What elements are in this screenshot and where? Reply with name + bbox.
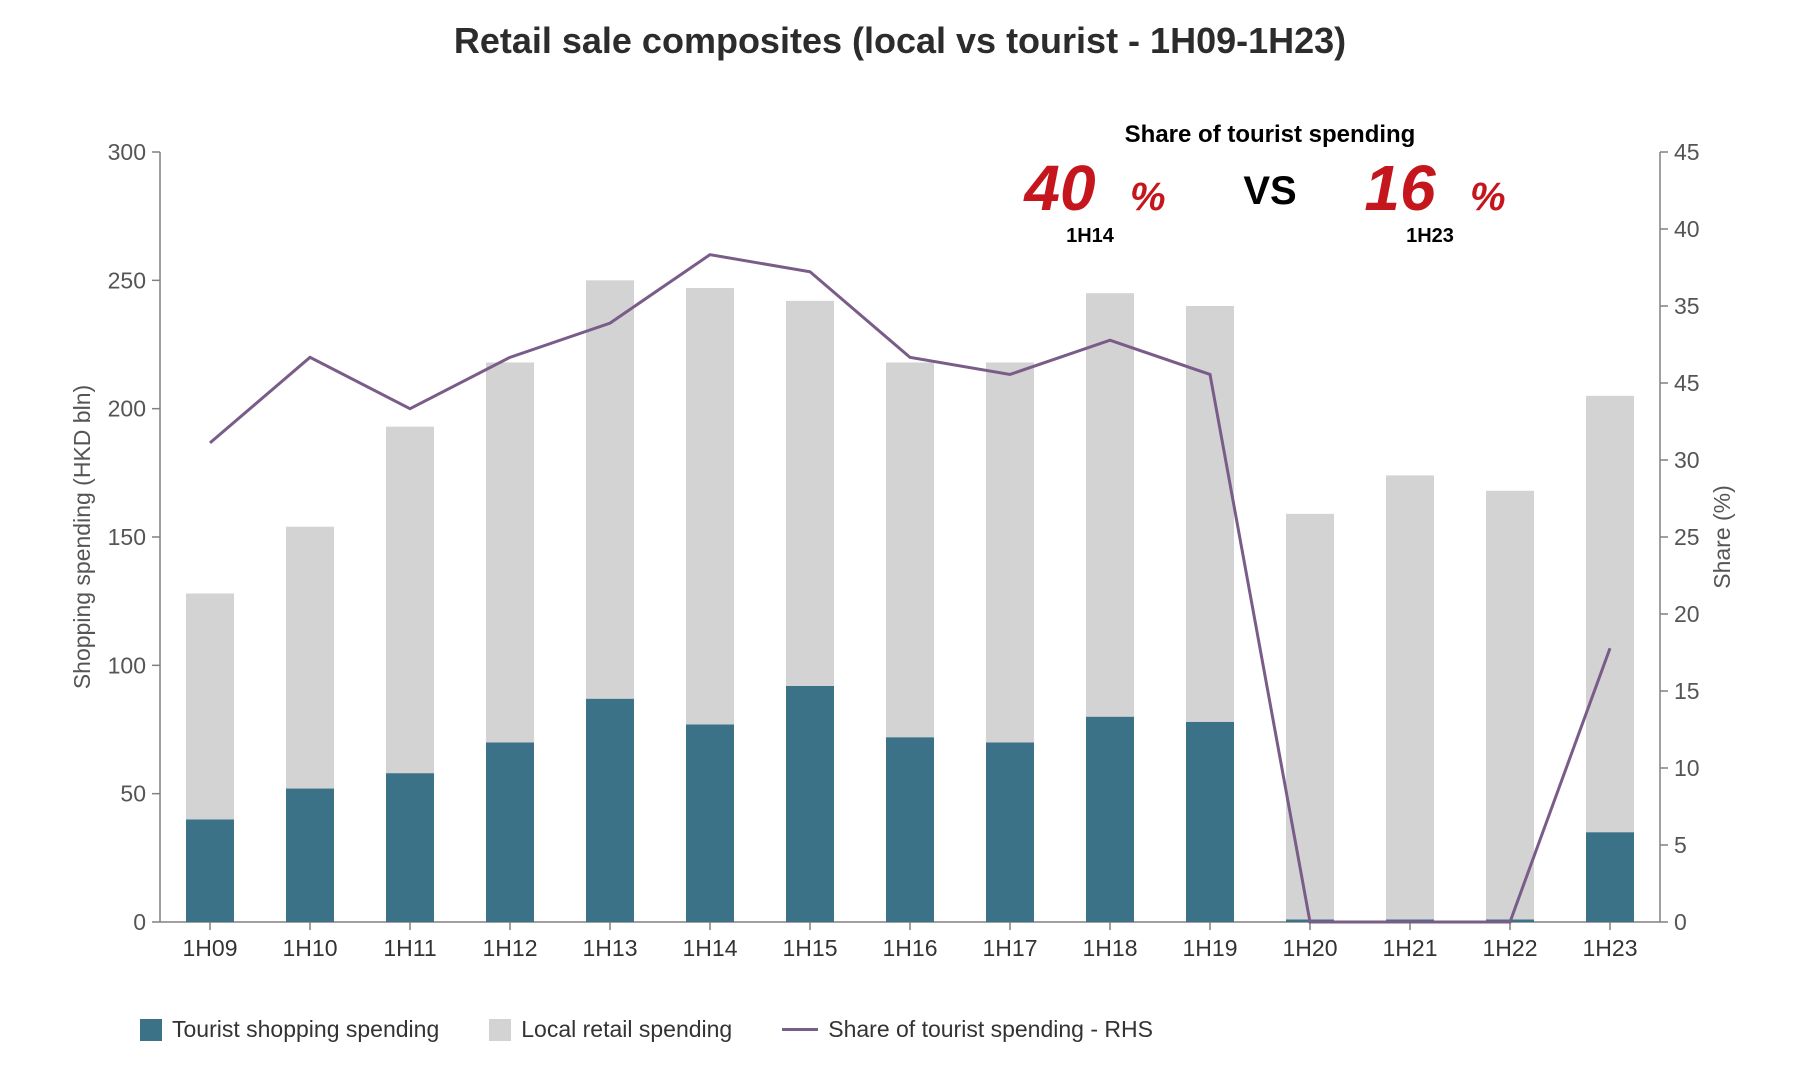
svg-text:1H10: 1H10 bbox=[283, 935, 338, 961]
svg-text:45: 45 bbox=[1674, 370, 1700, 396]
chart-title: Retail sale composites (local vs tourist… bbox=[40, 20, 1760, 62]
svg-text:1H22: 1H22 bbox=[1483, 935, 1538, 961]
svg-text:Shopping spending (HKD bln): Shopping spending (HKD bln) bbox=[69, 385, 95, 689]
svg-text:40: 40 bbox=[1674, 216, 1700, 242]
legend-label-share: Share of tourist spending - RHS bbox=[828, 1016, 1153, 1043]
svg-text:1H13: 1H13 bbox=[583, 935, 638, 961]
chart-plot-area: 0 50 100 150 200 250 300 0 5 10 15 20 25 30 45 35 40 45 Sh… bbox=[40, 72, 1760, 1002]
svg-text:1H11: 1H11 bbox=[383, 935, 436, 961]
svg-text:1H20: 1H20 bbox=[1283, 935, 1338, 961]
svg-text:250: 250 bbox=[108, 267, 146, 293]
svg-text:1H16: 1H16 bbox=[883, 935, 938, 961]
svg-text:40: 40 bbox=[1022, 152, 1095, 224]
svg-text:1H18: 1H18 bbox=[1083, 935, 1138, 961]
legend-label-tourist: Tourist shopping spending bbox=[172, 1016, 439, 1043]
svg-text:0: 0 bbox=[1674, 909, 1687, 935]
legend-label-local: Local retail spending bbox=[521, 1016, 732, 1043]
svg-text:30: 30 bbox=[1674, 447, 1700, 473]
svg-text:100: 100 bbox=[108, 652, 146, 678]
svg-text:%: % bbox=[1470, 175, 1506, 219]
svg-text:35: 35 bbox=[1674, 293, 1700, 319]
svg-text:50: 50 bbox=[120, 781, 146, 807]
svg-text:20: 20 bbox=[1674, 601, 1700, 627]
svg-text:16: 16 bbox=[1364, 152, 1436, 224]
svg-text:VS: VS bbox=[1243, 169, 1296, 213]
svg-text:1H21: 1H21 bbox=[1383, 935, 1438, 961]
svg-text:1H23: 1H23 bbox=[1583, 935, 1638, 961]
legend-swatch-line bbox=[782, 1028, 818, 1031]
legend-item-local: Local retail spending bbox=[489, 1016, 732, 1043]
chart-container: Retail sale composites (local vs tourist… bbox=[40, 20, 1760, 1043]
svg-text:Share of tourist spending: Share of tourist spending bbox=[1125, 121, 1416, 148]
svg-text:150: 150 bbox=[108, 524, 146, 550]
legend-item-share: Share of tourist spending - RHS bbox=[782, 1016, 1153, 1043]
svg-text:200: 200 bbox=[108, 396, 146, 422]
svg-text:300: 300 bbox=[108, 139, 146, 165]
svg-text:1H14: 1H14 bbox=[683, 935, 738, 961]
legend-swatch-local bbox=[489, 1019, 511, 1041]
svg-text:1H09: 1H09 bbox=[183, 935, 238, 961]
svg-text:25: 25 bbox=[1674, 524, 1700, 550]
svg-text:1H14: 1H14 bbox=[1066, 225, 1115, 247]
legend-item-tourist: Tourist shopping spending bbox=[140, 1016, 439, 1043]
svg-text:10: 10 bbox=[1674, 755, 1700, 781]
svg-text:5: 5 bbox=[1674, 832, 1687, 858]
svg-text:0: 0 bbox=[133, 909, 146, 935]
svg-text:1H19: 1H19 bbox=[1183, 935, 1238, 961]
svg-text:%: % bbox=[1130, 175, 1166, 219]
svg-text:Share (%): Share (%) bbox=[1709, 485, 1735, 589]
svg-text:15: 15 bbox=[1674, 678, 1700, 704]
svg-text:1H23: 1H23 bbox=[1406, 225, 1454, 247]
svg-text:1H17: 1H17 bbox=[983, 935, 1038, 961]
chart-svg: 0 50 100 150 200 250 300 0 5 10 15 20 25 30 45 35 40 45 Sh… bbox=[40, 72, 1760, 1002]
svg-text:1H15: 1H15 bbox=[783, 935, 838, 961]
chart-legend: Tourist shopping spending Local retail s… bbox=[40, 1016, 1760, 1043]
svg-text:45: 45 bbox=[1674, 139, 1700, 165]
svg-text:1H12: 1H12 bbox=[483, 935, 538, 961]
legend-swatch-tourist bbox=[140, 1019, 162, 1041]
